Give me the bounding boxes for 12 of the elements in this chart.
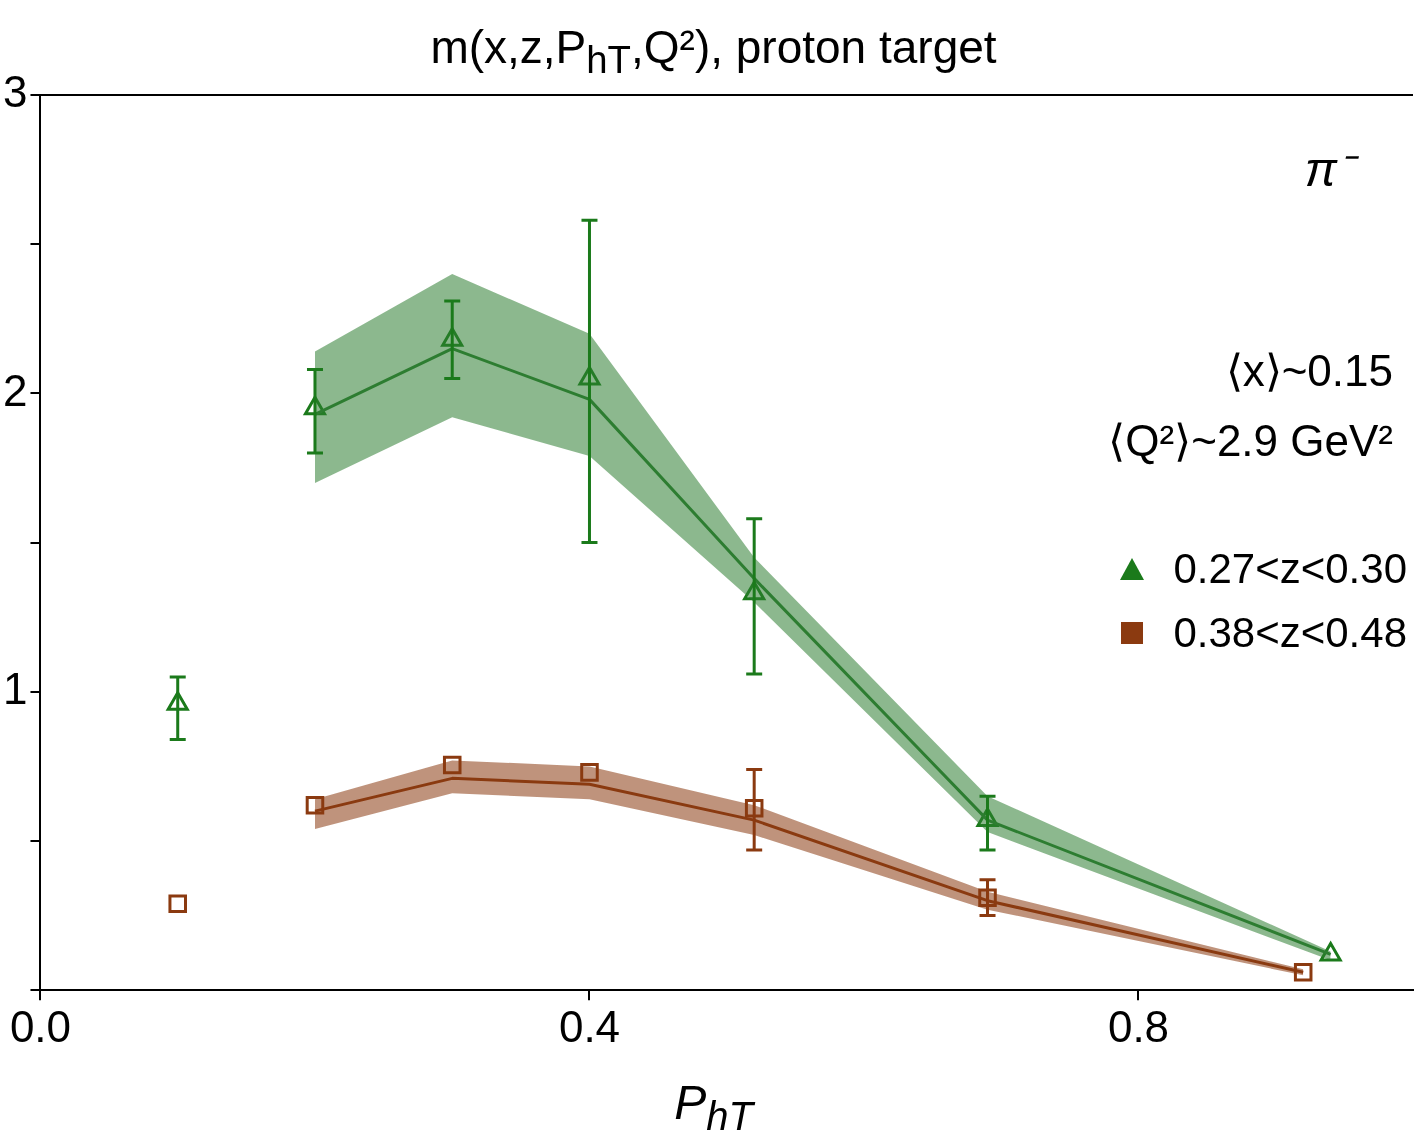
y-tick-label: 1 xyxy=(2,663,28,713)
annotation: ⟨x⟩~0.15 xyxy=(1225,345,1393,396)
x-tick-label: 0.8 xyxy=(1107,1001,1170,1051)
chart-title: m(x,z,P$_{hT}$,Q²), proton target xyxy=(430,21,997,82)
y-tick-label: 3 xyxy=(2,67,28,117)
x-tick-label: 0.4 xyxy=(558,1001,621,1051)
legend-label: 0.27<z<0.30 xyxy=(1173,545,1407,593)
x-tick-label: 0.0 xyxy=(9,1001,72,1051)
x-axis-title: P$_{hT}$ xyxy=(673,1075,757,1139)
annotation: ⟨Q²⟩~2.9 GeV² xyxy=(1108,415,1393,466)
y-tick-label: 2 xyxy=(2,365,28,415)
legend-label: 0.38<z<0.48 xyxy=(1173,609,1407,657)
